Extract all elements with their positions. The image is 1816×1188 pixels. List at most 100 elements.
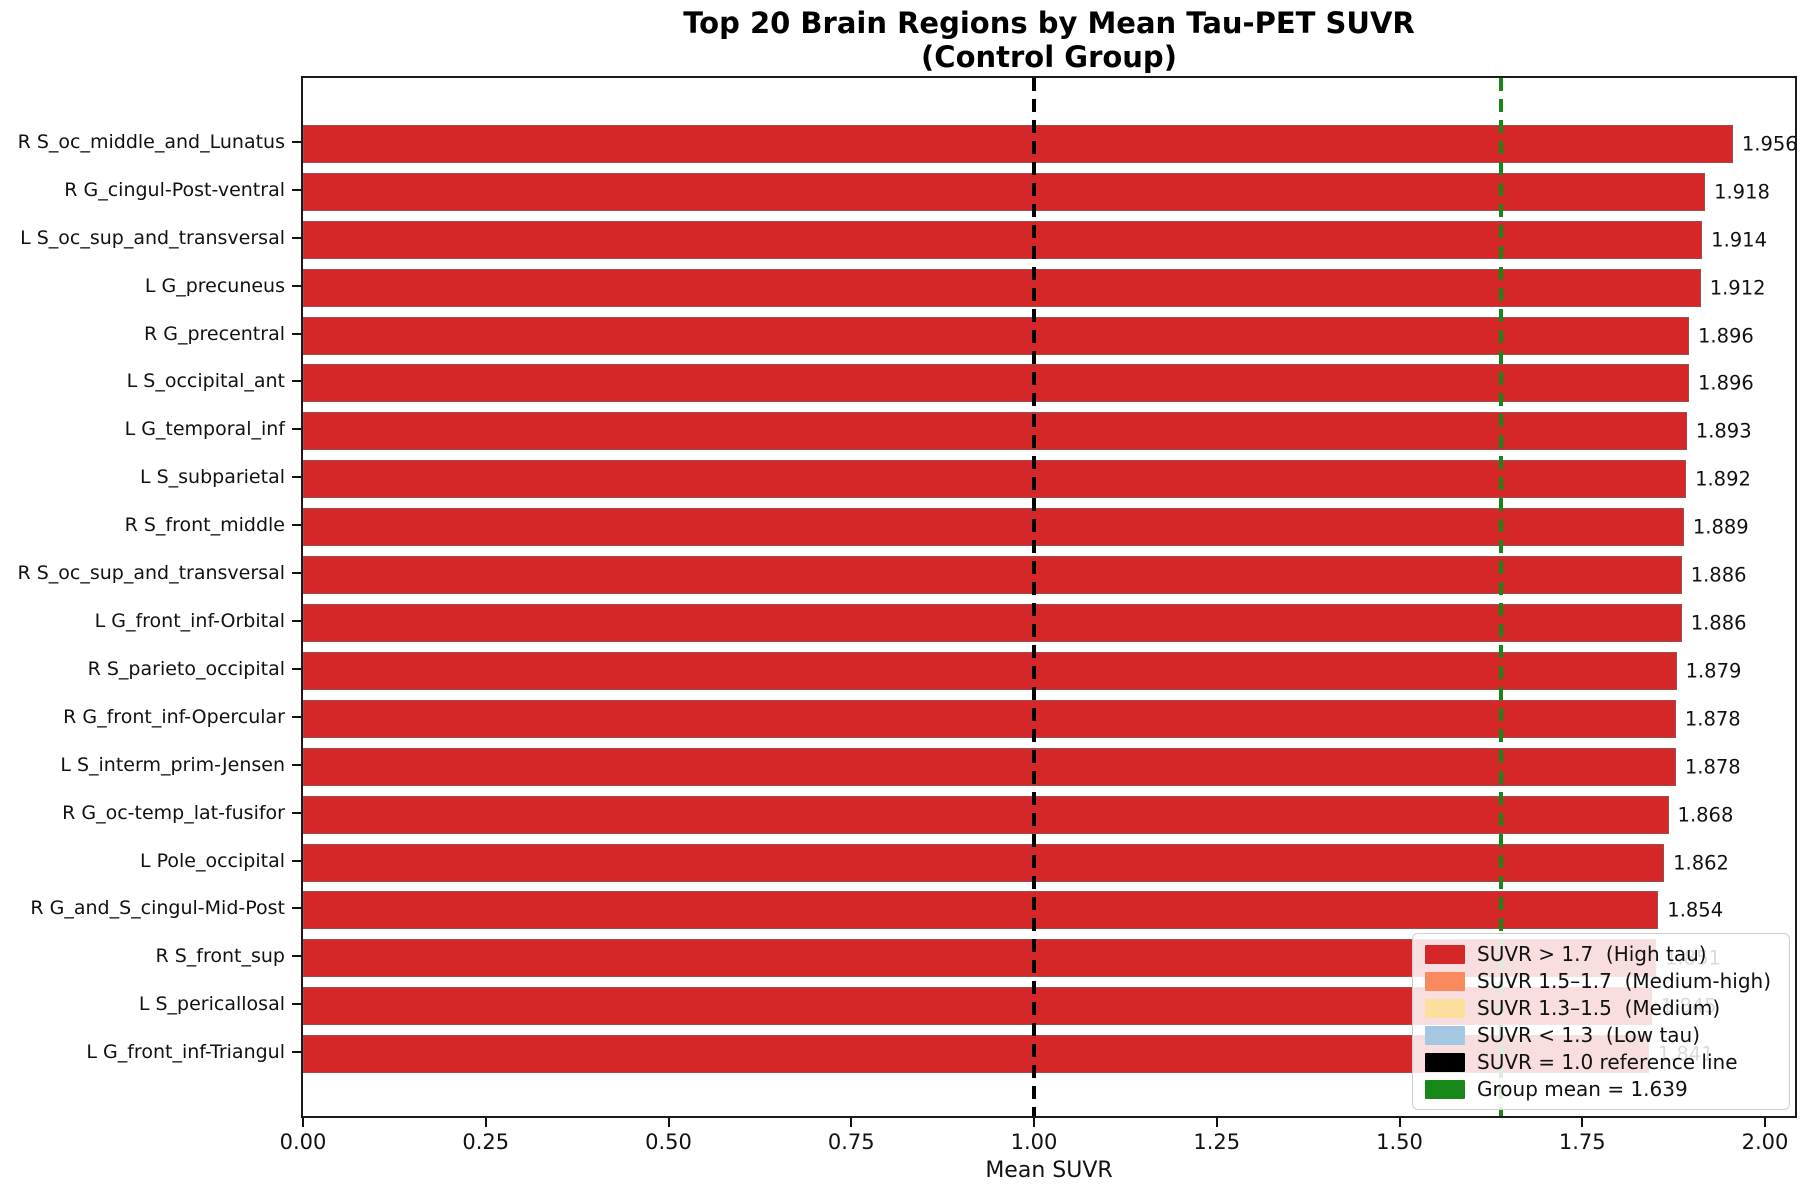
bar: [303, 604, 1682, 643]
y-tick: [292, 811, 301, 814]
bars-layer: 1.956 1.918 1.914 1.912 1.896 1.896 1.893 1.892…: [303, 120, 1798, 1078]
bar-row: 1.889: [303, 503, 1795, 551]
x-tick: [1398, 1118, 1401, 1127]
bar: [303, 124, 1733, 163]
bar: [303, 843, 1665, 882]
y-axis-labels: R S_oc_middle_and_Lunatus R G_cingul-Post…: [0, 118, 285, 1076]
bar-value-label: 1.862: [1673, 851, 1729, 875]
x-tick: [850, 1118, 853, 1127]
y-tick: [292, 428, 301, 431]
chart-title-line2: (Control Group): [921, 40, 1177, 74]
y-axis-label: R S_front_middle: [124, 514, 285, 537]
y-tick: [292, 140, 301, 143]
y-tick: [292, 332, 301, 335]
y-axis-label: R G_cingul-Post-ventral: [64, 178, 285, 201]
bar-value-label: 1.854: [1667, 898, 1724, 922]
bar: [303, 556, 1682, 595]
bar: [303, 268, 1701, 307]
legend-swatch: [1425, 998, 1465, 1018]
y-tick: [292, 476, 301, 479]
bar-row: 1.862: [303, 839, 1795, 887]
y-axis-label: R G_front_inf-Opercular: [63, 705, 285, 728]
y-axis-ticks: [292, 118, 301, 1076]
legend: SUVR > 1.7 (High tau) SUVR 1.5–1.7 (Mediu…: [1412, 933, 1790, 1110]
bar-row: 1.912: [303, 264, 1795, 312]
legend-label: SUVR 1.5–1.7 (Medium-high): [1477, 969, 1771, 993]
bar-value-label: 1.956: [1741, 132, 1798, 156]
legend-label: SUVR = 1.0 reference line: [1477, 1050, 1738, 1074]
bar-row: 1.896: [303, 360, 1795, 408]
plot-area: 1.956 1.918 1.914 1.912 1.896 1.896 1.893 1.892…: [301, 76, 1798, 1118]
y-axis-label: R S_front_sup: [155, 945, 285, 968]
bar-value-label: 1.914: [1711, 228, 1767, 252]
y-tick: [292, 907, 301, 910]
bar: [303, 172, 1706, 211]
bar-row: 1.956: [303, 120, 1798, 168]
bar-row: 1.868: [303, 791, 1795, 839]
bar-value-label: 1.889: [1692, 515, 1749, 539]
bar: [303, 699, 1676, 738]
legend-item: SUVR 1.5–1.7 (Medium-high): [1425, 969, 1777, 993]
group-mean-line: [1499, 78, 1504, 1116]
y-axis-label: L G_front_inf-Orbital: [94, 610, 285, 633]
y-tick: [292, 1051, 301, 1054]
legend-label: Group mean = 1.639: [1477, 1077, 1688, 1101]
bar-value-label: 1.878: [1684, 707, 1741, 731]
bar-row: 1.886: [303, 551, 1795, 599]
y-axis-label: R S_oc_sup_and_transversal: [17, 562, 285, 585]
x-tick-label: 1.50: [1376, 1130, 1423, 1154]
bar: [303, 220, 1703, 259]
bar: [303, 508, 1684, 547]
bar-value-label: 1.886: [1690, 611, 1747, 635]
bar-value-label: 1.896: [1698, 371, 1754, 395]
bar-value-label: 1.896: [1698, 324, 1754, 348]
legend-label: SUVR < 1.3 (Low tau): [1477, 1023, 1701, 1047]
y-axis-label: R S_oc_middle_and_Lunatus: [17, 130, 285, 153]
x-tick-label: 1.25: [1193, 1130, 1241, 1154]
bar-row: 1.918: [303, 168, 1795, 216]
bar-value-label: 1.918: [1714, 180, 1770, 204]
y-tick: [292, 284, 301, 287]
legend-swatch: [1425, 1025, 1465, 1045]
bar-row: 1.878: [303, 695, 1795, 743]
bar-row: 1.886: [303, 599, 1795, 647]
chart-title: Top 20 Brain Regions by Mean Tau-PET SUV…: [301, 6, 1797, 74]
bar-value-label: 1.879: [1685, 659, 1742, 683]
y-axis-label: L S_occipital_ant: [126, 370, 285, 393]
suvr-1.0-reference-line: [1032, 78, 1036, 1116]
y-axis-label: R G_oc-temp_lat-fusifor: [62, 801, 285, 824]
y-axis-label: R S_parieto_occipital: [87, 657, 285, 680]
y-tick: [292, 236, 301, 239]
bar-row: 1.878: [303, 743, 1795, 791]
legend-swatch: [1425, 971, 1465, 991]
y-axis-label: L S_interm_prim-Jensen: [60, 753, 285, 776]
y-axis-label: L S_pericallosal: [138, 993, 285, 1016]
x-tick: [1033, 1118, 1035, 1127]
chart-title-line1: Top 20 Brain Regions by Mean Tau-PET SUV…: [683, 6, 1415, 40]
x-tick: [484, 1118, 487, 1127]
y-tick: [292, 859, 301, 862]
bar: [303, 747, 1676, 786]
y-tick: [292, 763, 301, 766]
x-axis-title: Mean SUVR: [985, 1158, 1113, 1183]
y-axis-label: L S_subparietal: [139, 466, 285, 489]
x-tick-label: 1.75: [1558, 1130, 1606, 1154]
x-tick-label: 0.25: [462, 1130, 510, 1154]
y-tick: [292, 380, 301, 383]
legend-item: SUVR 1.3–1.5 (Medium): [1425, 996, 1777, 1020]
bar-row: 1.892: [303, 455, 1795, 503]
y-tick: [292, 955, 301, 958]
y-tick: [292, 1003, 301, 1006]
bar-value-label: 1.868: [1677, 803, 1734, 827]
bar: [303, 364, 1689, 403]
y-tick: [292, 715, 301, 718]
bar-row: 1.854: [303, 887, 1795, 935]
legend-swatch: [1425, 944, 1465, 964]
bar-value-label: 1.893: [1695, 419, 1752, 443]
bar-row: 1.914: [303, 216, 1795, 264]
y-tick: [292, 572, 301, 575]
x-tick-label: 0.75: [827, 1130, 875, 1154]
bar-value-label: 1.886: [1690, 563, 1747, 587]
bar: [303, 651, 1677, 690]
